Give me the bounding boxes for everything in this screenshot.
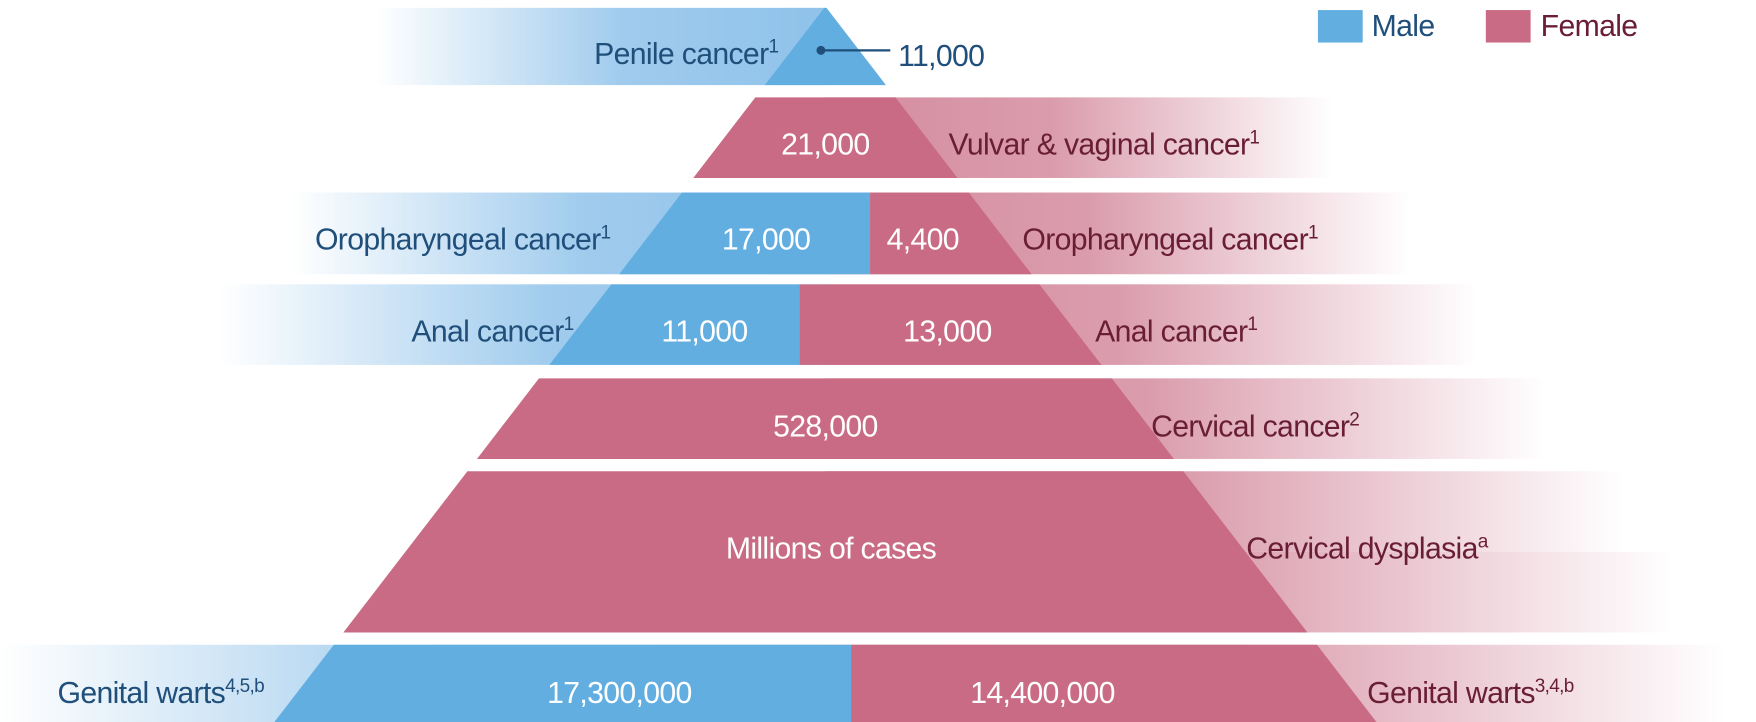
row-label: Anal cancer1	[411, 314, 573, 348]
female-segment	[693, 97, 958, 178]
row-label: Oropharyngeal cancer1	[1022, 222, 1318, 256]
row-label: Vulvar & vaginal cancer1	[949, 127, 1260, 161]
female-segment	[343, 471, 1308, 633]
row-label: Penile cancer1	[594, 37, 778, 71]
row-value: 11,000	[898, 40, 984, 73]
male-segment	[549, 284, 800, 365]
row-value: 13,000	[903, 315, 991, 348]
row-label: Cervical cancer2	[1151, 409, 1359, 443]
row-value: 17,000	[722, 224, 810, 257]
legend-female-swatch	[1485, 10, 1531, 43]
row-value: 4,400	[887, 224, 959, 257]
row-value: 17,300,000	[547, 677, 692, 710]
male-fade-band	[375, 7, 826, 86]
row-label: Genital warts4,5,b	[57, 676, 264, 710]
legend-male-swatch	[1317, 10, 1363, 43]
row-value: 21,000	[781, 128, 869, 161]
female-segment	[799, 284, 1102, 365]
row-label: Oropharyngeal cancer1	[315, 222, 611, 256]
legend-male: Male	[1372, 10, 1435, 43]
legend-female: Female	[1541, 10, 1638, 43]
row-label: Cervical dysplasiaa	[1246, 531, 1488, 565]
row-label: Genital warts3,4,b	[1367, 676, 1574, 710]
female-segment	[870, 192, 1032, 275]
female-segment	[476, 378, 1174, 459]
male-segment	[764, 7, 886, 86]
row-value: 11,000	[661, 315, 747, 348]
female-segment	[851, 644, 1377, 722]
row-value: 14,400,000	[970, 677, 1115, 710]
row-value: 528,000	[773, 411, 878, 444]
male-segment	[274, 644, 852, 722]
row-label: Anal cancer1	[1095, 314, 1257, 348]
row-value: Millions of cases	[726, 533, 937, 566]
shapes	[0, 7, 1725, 722]
male-segment	[619, 192, 871, 275]
